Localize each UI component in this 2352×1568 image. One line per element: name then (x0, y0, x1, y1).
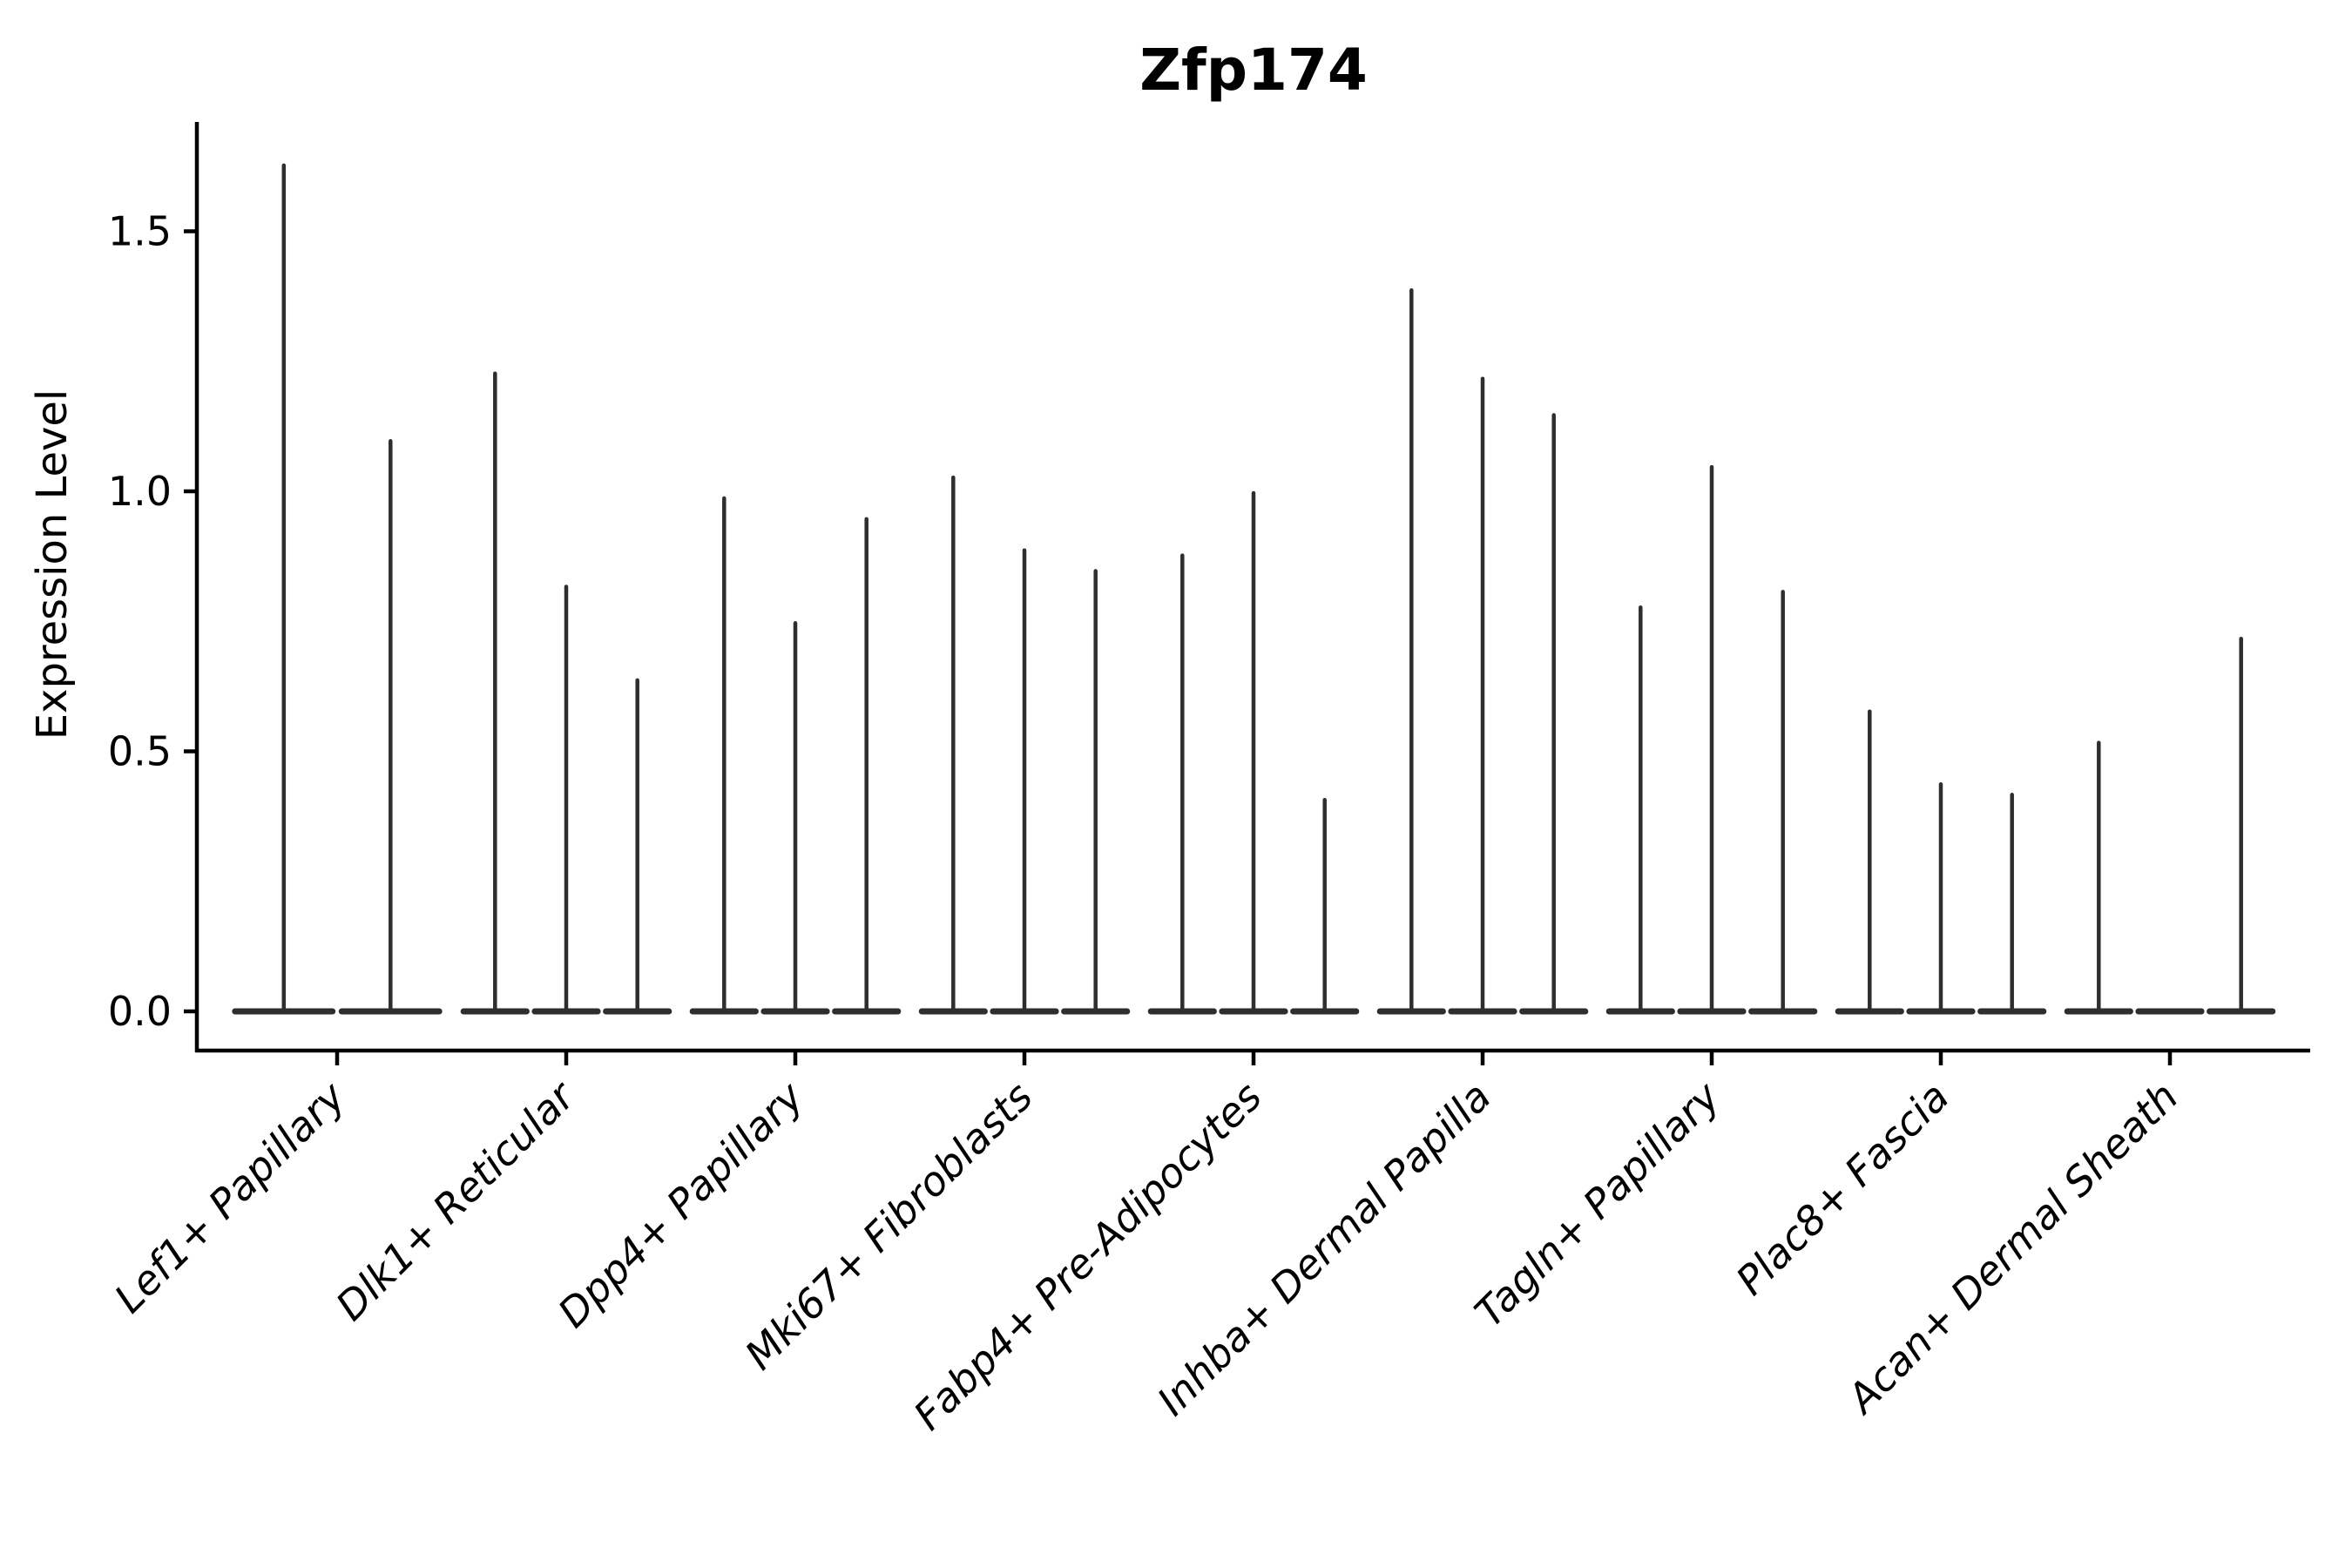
y-tick-label: 0.0 (108, 988, 172, 1035)
x-tick-label: Tagln+ Papillary (1465, 1072, 1729, 1336)
y-tick-label: 0.5 (108, 728, 172, 775)
x-tick-label: Dlk1+ Reticular (327, 1071, 585, 1329)
x-tick-label: Lef1+ Papillary (105, 1072, 355, 1321)
y-tick-label: 1.5 (108, 208, 172, 255)
x-tick-label: Dpp4+ Papillary (549, 1072, 813, 1336)
y-tick-label: 1.0 (108, 468, 172, 515)
x-tick-label: Plac8+ Fascia (1727, 1073, 1957, 1304)
chart-title: Zfp174 (1139, 37, 1368, 104)
